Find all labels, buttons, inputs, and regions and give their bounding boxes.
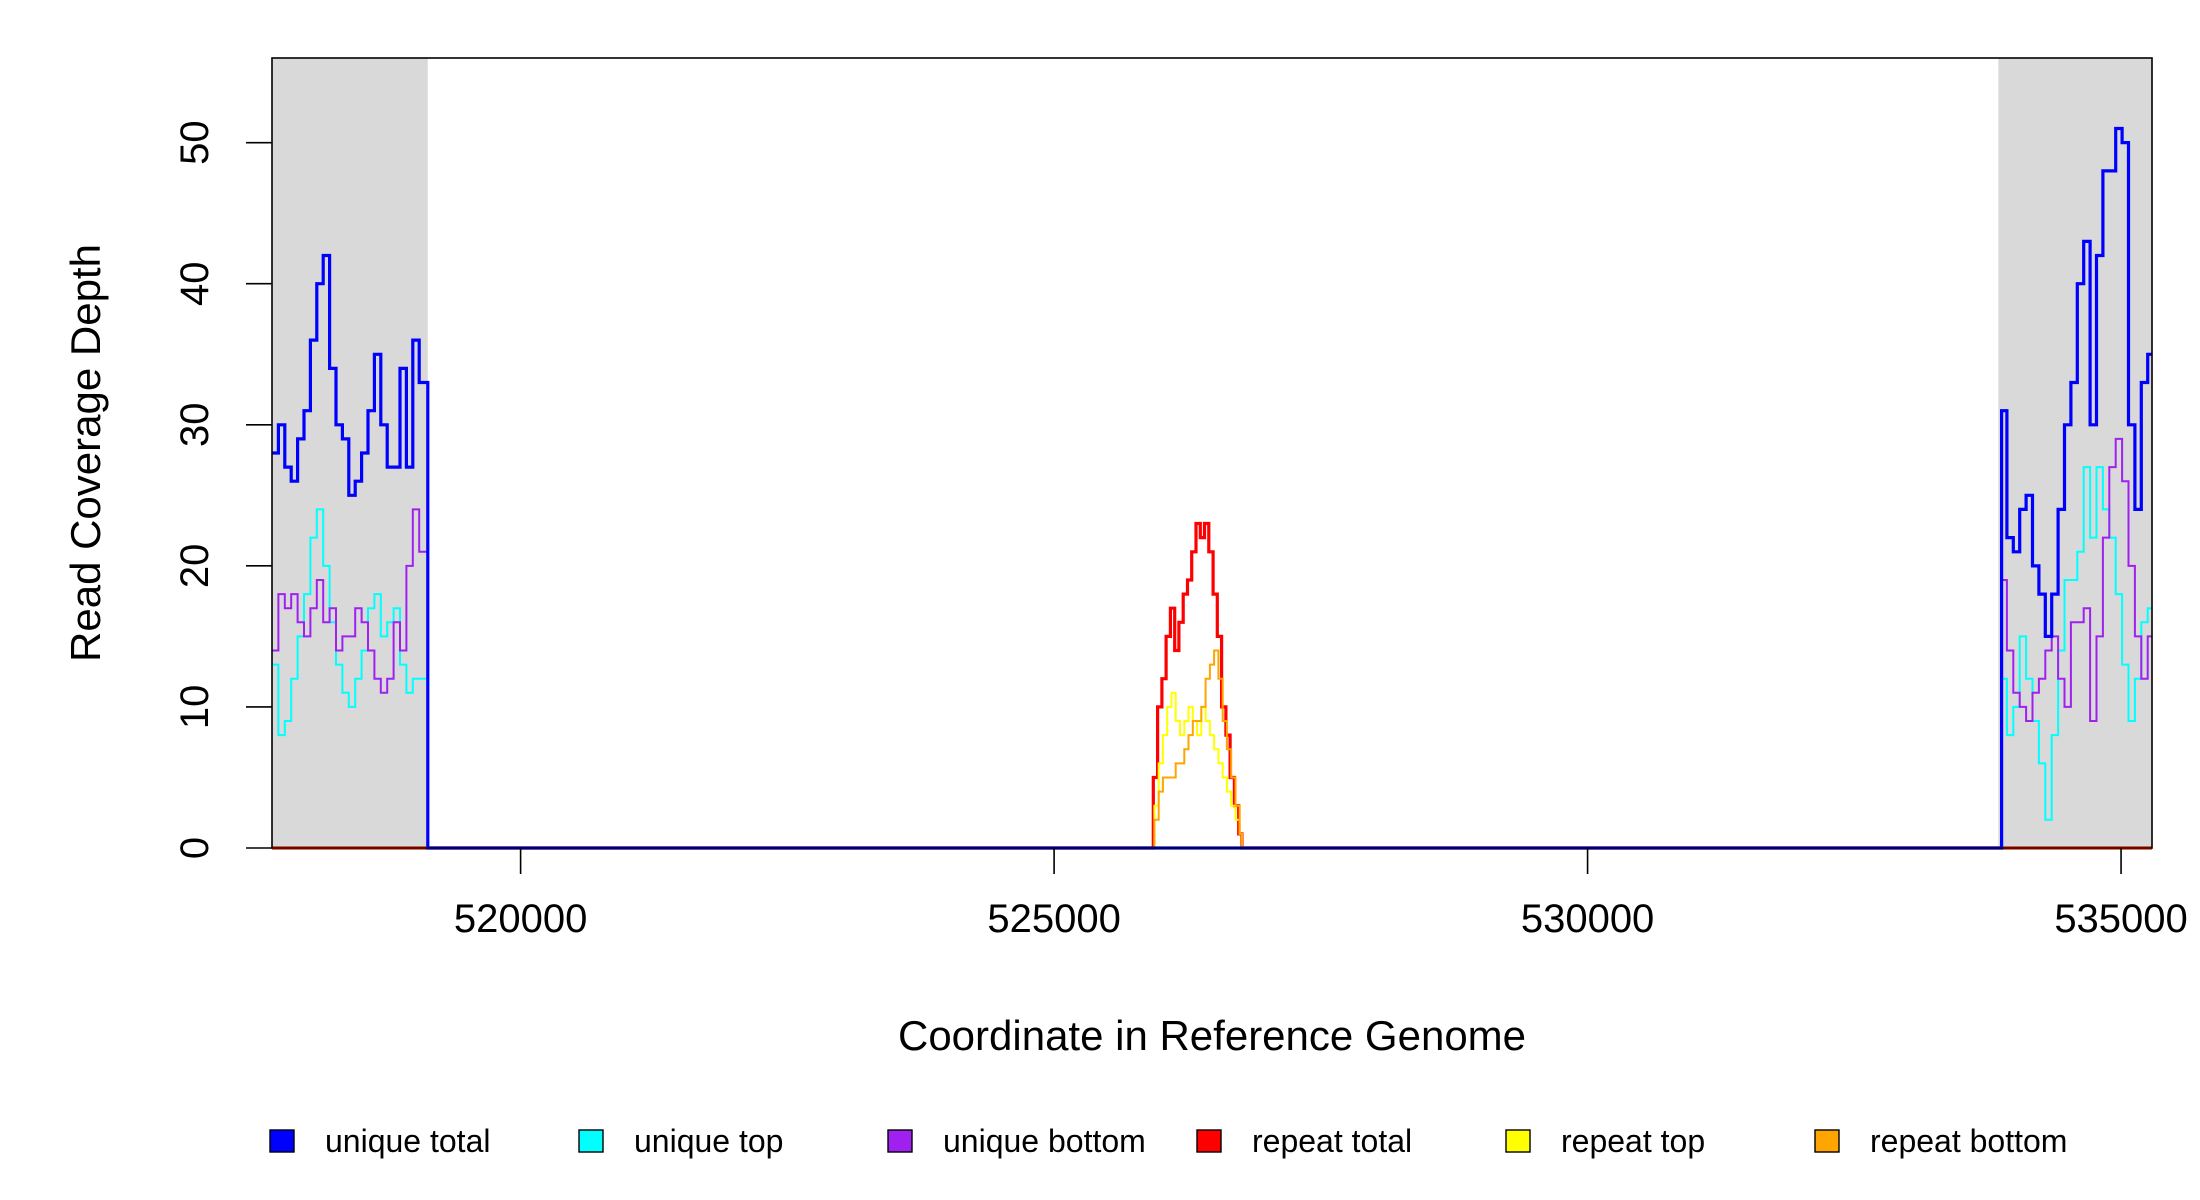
series-lines [272,126,2152,850]
legend-swatch-unique-bottom [887,1129,913,1153]
legend: unique total unique top unique bottom repea… [269,1123,2067,1159]
series-line-unique-total [272,126,2152,850]
legend-label-unique-top: unique top [634,1123,783,1159]
x-tick-label-1: 525000 [987,897,1120,941]
legend-swatch-unique-total [269,1129,295,1153]
legend-label-unique-total: unique total [325,1123,490,1159]
y-tick-label-2: 20 [173,544,217,589]
y-tick-label-1: 10 [173,685,217,730]
shaded-regions [272,58,2152,848]
y-axis-title: Read Coverage Depth [62,244,109,662]
x-axis: 520000 525000 530000 535000 [454,848,2188,941]
series-line-repeat-top [272,691,2152,849]
y-tick-label-5: 50 [173,120,217,165]
legend-swatch-repeat-total [1196,1129,1222,1153]
y-tick-label-0: 0 [173,837,217,859]
legend-label-unique-bottom: unique bottom [943,1123,1146,1159]
legend-label-repeat-bottom: repeat bottom [1870,1123,2067,1159]
x-tick-label-3: 535000 [2054,897,2187,941]
series-line-repeat-total [272,521,2152,850]
shaded-region-1 [1998,58,2152,848]
legend-swatch-repeat-bottom [1814,1129,1840,1153]
x-axis-title: Coordinate in Reference Genome [898,1012,1526,1059]
y-tick-label-3: 30 [173,403,217,448]
legend-label-repeat-top: repeat top [1561,1123,1705,1159]
legend-swatch-repeat-top [1505,1129,1531,1153]
plot-frame [271,57,2153,849]
y-axis: 0 10 20 30 40 50 [173,120,272,859]
legend-swatch-unique-top [578,1129,604,1153]
legend-label-repeat-total: repeat total [1252,1123,1412,1159]
series-line-unique-top [272,466,2152,849]
x-tick-label-2: 530000 [1521,897,1654,941]
y-tick-label-4: 40 [173,261,217,306]
series-line-repeat-bottom [272,649,2152,849]
x-tick-label-0: 520000 [454,897,587,941]
series-line-unique-bottom [272,437,2152,849]
